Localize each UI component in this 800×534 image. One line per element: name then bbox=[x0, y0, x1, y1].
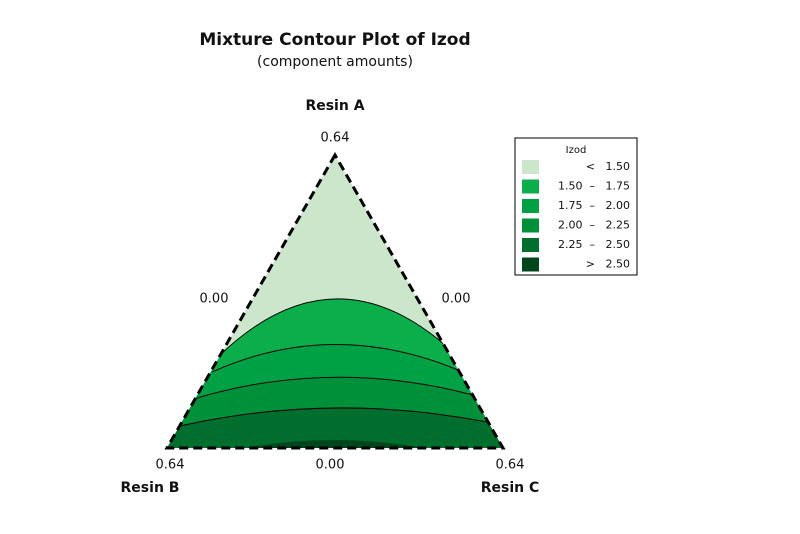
tick-label: 0.64 bbox=[156, 458, 185, 473]
triangle-border bbox=[164, 151, 506, 450]
legend-swatch bbox=[522, 179, 539, 194]
contour-region bbox=[167, 407, 503, 448]
legend-swatch bbox=[522, 238, 539, 252]
legend-label: 1.50 – 1.75 bbox=[558, 180, 630, 193]
tick-label: 0.00 bbox=[200, 292, 229, 307]
vertex-label: Resin B bbox=[121, 480, 180, 496]
legend-swatch bbox=[522, 160, 539, 174]
vertex-label: Resin C bbox=[481, 480, 540, 496]
legend-swatch bbox=[522, 218, 539, 233]
legend-label: 1.75 – 2.00 bbox=[558, 199, 630, 212]
contour-line bbox=[219, 298, 446, 356]
legend-label: 2.25 – 2.50 bbox=[558, 238, 630, 251]
legend-label: < 1.50 bbox=[586, 160, 630, 173]
chart-title: Mixture Contour Plot of Izod bbox=[199, 30, 470, 50]
contour-line bbox=[211, 344, 459, 373]
contour-line bbox=[196, 376, 474, 399]
legend-title: Izod bbox=[566, 145, 587, 156]
tick-label: 0.64 bbox=[496, 458, 525, 473]
chart-subtitle: (component amounts) bbox=[257, 54, 413, 70]
tick-label: 0.00 bbox=[316, 458, 345, 473]
legend: < 1.50 1.50 – 1.75 1.75 – 2.00 2.00 – 2.25 2… bbox=[522, 160, 630, 272]
legend-swatch bbox=[522, 257, 539, 272]
tick-label: 0.00 bbox=[442, 292, 471, 307]
vertex-label: Resin A bbox=[305, 98, 364, 114]
legend-label: > 2.50 bbox=[586, 258, 630, 271]
legend-swatch bbox=[522, 199, 539, 213]
contour-line bbox=[179, 407, 488, 427]
contour-area bbox=[167, 155, 503, 448]
legend-label: 2.00 – 2.25 bbox=[558, 219, 630, 232]
tick-label: 0.64 bbox=[321, 131, 350, 146]
